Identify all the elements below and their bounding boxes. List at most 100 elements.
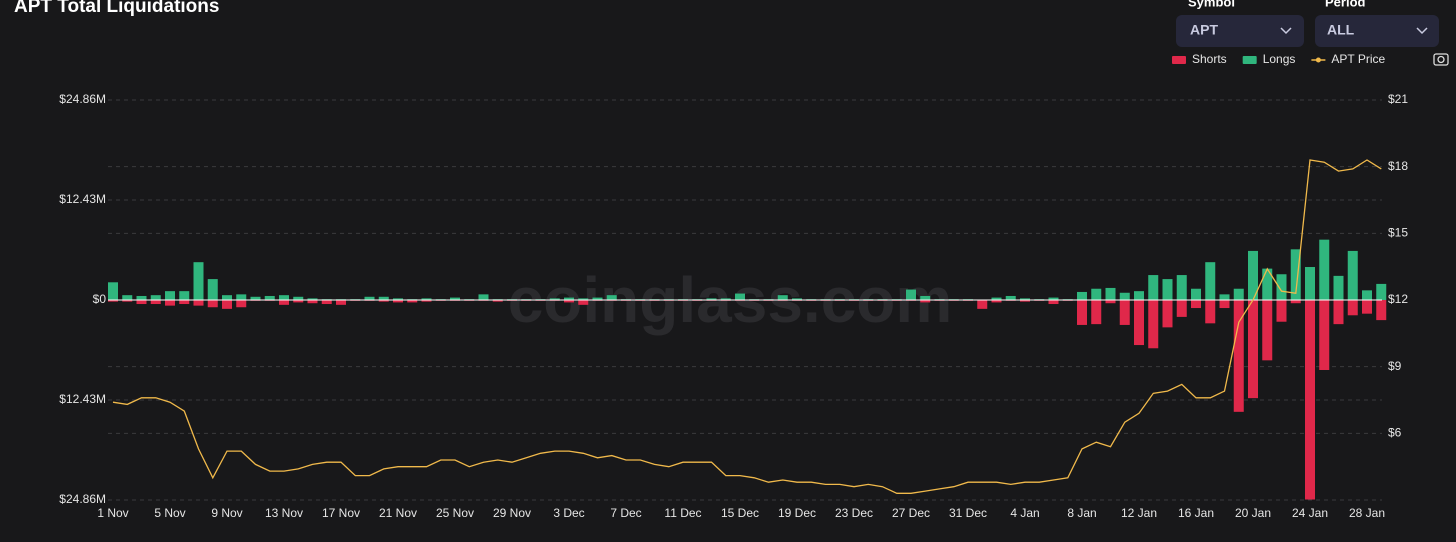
bar [179,291,190,300]
bar [1020,300,1030,302]
chart-title: APT Total Liquidations [14,0,219,17]
bar [307,298,318,300]
bar [1191,300,1201,309]
bar [1248,300,1258,399]
camera-icon[interactable] [1433,53,1449,66]
bar [364,296,375,300]
bar [1248,250,1258,300]
bar [792,298,802,300]
bar [1119,300,1130,325]
bar [564,300,574,303]
bar [1077,300,1087,325]
bar [165,300,175,306]
x-tick-label: 8 Jan [1067,506,1096,520]
bar [450,297,460,300]
x-tick-label: 20 Jan [1235,506,1271,520]
bar [207,279,218,300]
dropdown-value[interactable]: APT [1190,22,1218,38]
bar [421,298,432,300]
period-dropdown[interactable]: ALL [1315,15,1439,47]
bar [1233,288,1244,300]
bar [1148,300,1159,349]
y2-tick-label: $21 [1388,92,1408,106]
bar [165,291,175,300]
bar [977,300,988,309]
bar [777,295,788,300]
bar [264,295,275,300]
bar [906,289,916,300]
bar [720,298,731,300]
bar [920,300,931,303]
bar [1176,300,1187,317]
bar [293,296,304,300]
legend-swatch [1172,56,1186,64]
bar [706,298,717,300]
bar [279,295,289,300]
period-label: Period [1325,0,1366,9]
bar [307,300,318,304]
bar [1305,267,1315,300]
bar [1048,300,1059,305]
legend-label: Shorts [1192,52,1227,66]
bar [1091,300,1102,325]
y-tick-label: $0 [93,292,107,306]
camera-button[interactable] [1433,53,1449,66]
y-tick-label: $12.43M [59,392,106,406]
x-tick-label: 7 Dec [610,506,641,520]
dropdown-value[interactable]: ALL [1327,22,1355,38]
bar [1376,300,1387,321]
legend-swatch [1242,56,1257,64]
x-tick-label: 24 Jan [1292,506,1328,520]
bar [150,295,161,300]
bar [136,295,147,300]
bar [1191,288,1201,300]
x-tick-label: 21 Nov [379,506,417,520]
bar [1233,300,1244,412]
bar [1162,279,1173,300]
bar [578,300,589,305]
x-tick-label: 28 Jan [1349,506,1385,520]
bar [1219,294,1230,300]
bar [293,300,304,303]
bar [735,293,745,300]
bar [1262,268,1273,300]
bar [250,296,261,300]
bar [1205,262,1216,300]
symbol-dropdown[interactable]: APT [1176,15,1304,47]
bar [1162,300,1173,328]
y-tick-label: $24.86M [59,92,106,106]
x-tick-label: 12 Jan [1121,506,1157,520]
bar [1219,300,1230,309]
y2-tick-label: $12 [1388,292,1408,306]
bar [1205,300,1216,324]
x-tick-label: 27 Dec [892,506,930,520]
camera-lens [1437,55,1445,64]
bar [492,300,503,302]
y-tick-label: $24.86M [59,492,106,506]
bar [1347,250,1358,300]
symbol-label: Symbol [1188,0,1235,9]
x-tick-label: 3 Dec [553,506,584,520]
bar [1376,283,1387,300]
bar [108,300,118,302]
bar [321,300,332,305]
x-tick-label: 19 Dec [778,506,816,520]
dropdown-box[interactable] [1176,15,1304,47]
bar [1020,298,1030,300]
bar [991,297,1002,300]
bar [279,300,289,305]
bar [108,282,118,300]
bar [179,300,190,305]
bar [1105,287,1116,300]
chevron [1416,27,1428,35]
x-tick-label: 9 Nov [211,506,242,520]
chevron [1280,27,1292,35]
bar [1091,288,1102,300]
dropdown-box[interactable] [1315,15,1439,47]
bar [1005,295,1016,300]
bar [1319,239,1330,300]
x-tick-label: 31 Dec [949,506,987,520]
bar [1105,300,1116,304]
